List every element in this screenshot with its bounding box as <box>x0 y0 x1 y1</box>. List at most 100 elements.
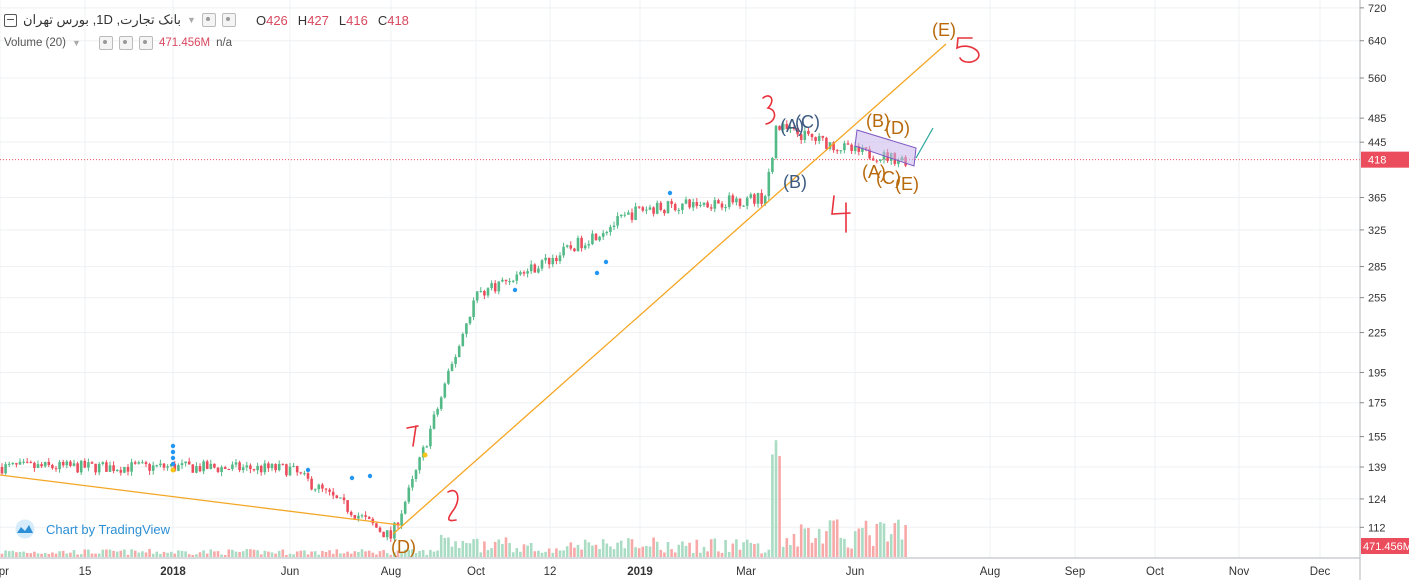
volume-bar <box>213 551 216 557</box>
volume-bar <box>569 542 573 557</box>
candle-body <box>177 465 180 471</box>
close-icon[interactable] <box>138 36 153 50</box>
candle-body <box>263 463 267 473</box>
volume-study-title[interactable]: Volume (20) <box>4 37 67 49</box>
volume-bar <box>436 550 439 557</box>
volume-bar <box>792 533 796 557</box>
volume-bar <box>223 554 227 557</box>
candle-body <box>673 204 677 211</box>
volume-bar <box>69 552 72 557</box>
volume-bar <box>58 551 61 557</box>
volume-bar <box>331 553 335 557</box>
candle-body <box>436 408 439 415</box>
candle-body <box>339 497 342 499</box>
volume-bar <box>252 549 256 557</box>
candle-body <box>364 515 367 517</box>
volume-bar <box>310 551 313 557</box>
volume-bar <box>529 542 533 557</box>
volume-bar <box>83 549 87 557</box>
candle-body <box>706 202 709 208</box>
candle-body <box>83 460 87 468</box>
volume-bar <box>724 539 727 557</box>
collapse-icon[interactable] <box>4 13 17 27</box>
candle-body <box>191 464 195 473</box>
candle-body <box>515 274 519 281</box>
volume-bar <box>753 543 756 557</box>
volume-bar <box>339 553 342 557</box>
candle-body <box>670 201 673 205</box>
candle-body <box>51 464 54 469</box>
candle-body <box>627 212 630 215</box>
candle-body <box>123 467 126 473</box>
candle-body <box>731 195 735 203</box>
eye-icon[interactable] <box>201 13 216 27</box>
candle-body <box>213 463 216 468</box>
candle-body <box>259 465 263 473</box>
volume-bar <box>205 553 209 557</box>
candle-body <box>846 143 850 145</box>
volume-bar <box>547 548 551 557</box>
candle-body <box>198 466 202 472</box>
candle-body <box>130 462 133 472</box>
settings-icon[interactable] <box>221 13 236 27</box>
candle-body <box>389 530 393 539</box>
candle-body <box>367 516 371 519</box>
candle-body <box>753 194 756 204</box>
volume-badge-text: 471.456M <box>1363 541 1409 553</box>
split-marker <box>170 467 176 473</box>
candle-body <box>547 257 551 265</box>
volume-bar <box>641 546 645 557</box>
candle-body <box>94 463 97 473</box>
volume-bar <box>508 543 511 557</box>
volume-bar <box>868 535 871 557</box>
volume-bar <box>151 553 155 557</box>
volume-bar <box>648 546 652 557</box>
eye-icon[interactable] <box>98 36 113 50</box>
candle-body <box>601 233 605 237</box>
volume-bar <box>623 548 627 557</box>
close-label: C <box>377 12 388 28</box>
volume-bar <box>756 543 760 557</box>
volume-bar <box>108 549 112 557</box>
volume-bar <box>839 537 843 557</box>
volume-bar <box>274 553 277 557</box>
volume-bar <box>486 550 490 557</box>
candle-body <box>119 469 123 473</box>
candle-body <box>486 288 490 296</box>
chevron-down-icon[interactable]: ▼ <box>72 38 81 48</box>
volume-bar <box>231 549 234 557</box>
volume-bar <box>313 551 317 557</box>
wave-label: (D) <box>885 118 910 138</box>
candle-body <box>681 203 684 210</box>
candle-body <box>256 465 259 471</box>
symbol-title[interactable]: بانک تجارت, 1D, بورس تهران <box>23 12 182 27</box>
time-tick-label: 2019 <box>627 566 653 578</box>
volume-bar <box>727 551 731 557</box>
settings-icon[interactable] <box>118 36 133 50</box>
candle-body <box>774 125 778 159</box>
volume-bar <box>519 551 522 557</box>
volume-bar <box>684 545 688 557</box>
volume-bar <box>789 545 792 557</box>
volume-bar <box>803 528 807 557</box>
chevron-down-icon[interactable]: ▼ <box>187 15 196 25</box>
time-tick-label: Dec <box>1310 566 1331 578</box>
volume-bar <box>580 549 583 557</box>
volume-bar <box>583 539 587 557</box>
volume-bar <box>450 546 454 557</box>
volume-bar <box>688 542 691 557</box>
volume-bar <box>799 524 803 557</box>
tradingview-watermark[interactable]: Chart by TradingView <box>12 519 170 539</box>
volume-bar <box>43 552 47 557</box>
chart-grid <box>0 0 1360 558</box>
volume-bar <box>886 541 889 557</box>
candle-body <box>652 207 655 214</box>
volume-bar <box>771 454 774 557</box>
volume-bar <box>627 538 630 557</box>
volume-bar <box>767 549 771 557</box>
volume-bar <box>72 550 76 557</box>
candle-body <box>187 461 191 465</box>
candle-body <box>292 465 295 467</box>
candle-body <box>875 160 879 162</box>
